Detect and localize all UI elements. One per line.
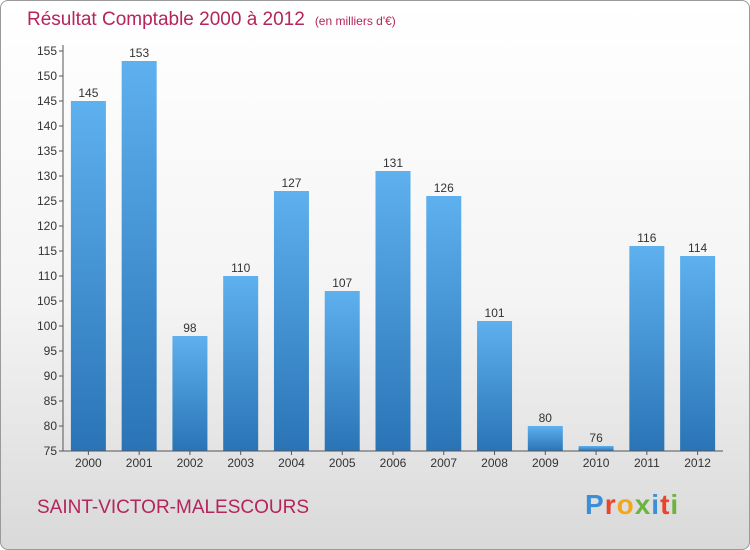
proxiti-logo: Proxiti [585, 489, 679, 521]
bar-value-label: 131 [383, 156, 403, 170]
logo-letter: o [616, 489, 635, 520]
chart-title-unit: (en milliers d'€) [314, 14, 396, 28]
bar-2005 [324, 291, 360, 451]
logo-letter: x [634, 489, 652, 520]
x-tick-label: 2003 [227, 456, 254, 470]
y-tick-label: 120 [37, 219, 57, 233]
bar-value-label: 101 [485, 306, 505, 320]
bar-value-label: 107 [332, 276, 352, 290]
logo-letter: i [670, 489, 680, 520]
bar-2009 [527, 426, 563, 451]
x-tick-label: 2009 [532, 456, 559, 470]
bar-2007 [426, 196, 462, 451]
x-tick-label: 2002 [177, 456, 204, 470]
x-tick-label: 2010 [583, 456, 610, 470]
bar-value-label: 145 [78, 86, 98, 100]
logo-letter: P [585, 489, 605, 520]
y-tick-label: 155 [37, 44, 57, 58]
bar-2006 [375, 171, 411, 451]
y-tick-label: 135 [37, 144, 57, 158]
bar-value-label: 80 [539, 411, 553, 425]
y-tick-label: 105 [37, 294, 57, 308]
bar-value-label: 114 [688, 241, 707, 255]
chart-title: Résultat Comptable 2000 à 2012 (en millie… [27, 9, 396, 31]
x-tick-label: 2012 [684, 456, 711, 470]
x-tick-label: 2006 [380, 456, 407, 470]
bar-2003 [223, 276, 259, 451]
y-tick-label: 100 [37, 319, 57, 333]
bar-2001 [121, 61, 157, 451]
x-tick-label: 2004 [278, 456, 305, 470]
logo-letter: r [604, 489, 617, 520]
bar-value-label: 153 [129, 46, 149, 60]
chart-title-main: Résultat Comptable 2000 à 2012 [27, 9, 305, 30]
y-tick-label: 125 [37, 194, 57, 208]
bar-2000 [70, 101, 106, 451]
x-tick-label: 2001 [126, 456, 153, 470]
y-tick-label: 110 [38, 269, 57, 283]
y-tick-label: 95 [44, 344, 58, 358]
bar-value-label: 126 [434, 181, 454, 195]
bar-2002 [172, 336, 208, 451]
x-tick-label: 2007 [430, 456, 457, 470]
commune-name: SAINT-VICTOR-MALESCOURS [37, 497, 310, 518]
bar-value-label: 76 [589, 431, 603, 445]
bar-value-label: 116 [637, 231, 656, 245]
y-tick-label: 115 [38, 244, 57, 258]
y-tick-label: 75 [44, 444, 58, 458]
y-tick-label: 140 [37, 119, 57, 133]
y-tick-label: 85 [44, 394, 58, 408]
bar-2004 [273, 191, 309, 451]
y-tick-label: 150 [37, 69, 57, 83]
bar-2012 [680, 256, 716, 451]
x-tick-label: 2011 [634, 456, 660, 470]
y-tick-label: 90 [44, 369, 58, 383]
bar-value-label: 127 [281, 176, 301, 190]
x-tick-label: 2005 [329, 456, 356, 470]
bar-2011 [629, 246, 665, 451]
y-tick-label: 130 [37, 169, 57, 183]
logo-letter: t [660, 489, 671, 520]
bar-value-label: 110 [231, 261, 250, 275]
x-tick-label: 2008 [481, 456, 508, 470]
logo-letter: i [651, 489, 661, 520]
bar-value-label: 98 [183, 321, 197, 335]
bar-2010 [578, 446, 614, 451]
bar-2008 [477, 321, 513, 451]
y-tick-label: 80 [44, 419, 58, 433]
y-tick-label: 145 [37, 94, 57, 108]
x-tick-label: 2000 [75, 456, 102, 470]
